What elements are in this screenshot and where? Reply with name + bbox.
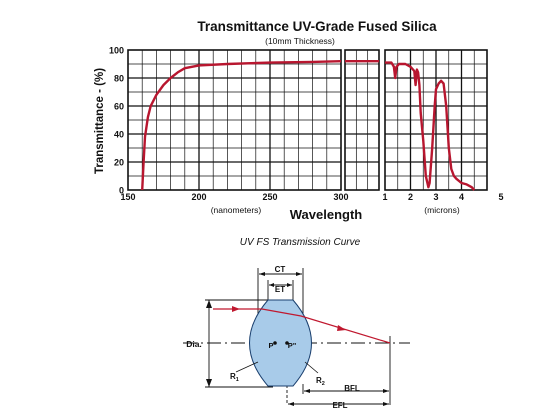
chart-subtitle: (10mm Thickness) <box>265 36 335 46</box>
plot-panel-vis <box>344 49 380 191</box>
ray-arrow-in <box>232 306 240 312</box>
ray-arrow-out <box>337 325 346 331</box>
y-tick-label: 20 <box>114 158 124 168</box>
plot-panel-ir <box>384 49 488 191</box>
panel-frame <box>127 49 342 191</box>
x-axis-label: Wavelength <box>290 207 363 222</box>
r2-label-sub: 2 <box>322 381 325 387</box>
dimension-arrowheads <box>259 272 389 406</box>
efl-label: EFL <box>332 401 347 410</box>
x-tick-label: 200 <box>191 192 206 202</box>
r1-label: R1 <box>230 372 239 383</box>
figure-caption: UV FS Transmission Curve <box>240 237 361 248</box>
ct-label: CT <box>275 265 286 274</box>
p-prime-label: P" <box>288 341 297 350</box>
dia-label: Dia. <box>186 339 202 349</box>
dia-arrow-bottom <box>206 379 212 387</box>
principal-point-p-prime <box>285 341 289 345</box>
lens-body <box>249 299 312 387</box>
r2-label: R2 <box>316 376 325 387</box>
y-tick-label: 100 <box>109 46 124 56</box>
y-axis-label: Transmittance - (%) <box>94 68 106 174</box>
x-tick-label: 5 <box>498 192 503 202</box>
x-unit-label-microns: (microns) <box>424 205 460 215</box>
x-tick-label: 150 <box>120 192 135 202</box>
lens-diagram <box>183 268 410 405</box>
dia-arrow-top <box>206 300 212 308</box>
y-tick-label: 60 <box>114 102 124 112</box>
principal-point-p <box>273 341 277 345</box>
chart-title: Transmittance UV-Grade Fused Silica <box>197 19 437 34</box>
y-tick-label: 80 <box>114 74 124 84</box>
y-tick-label: 40 <box>114 130 124 140</box>
x-tick-label: 4 <box>459 192 464 202</box>
panel-frame <box>344 49 380 191</box>
r2-label-main: R <box>316 376 322 385</box>
bfl-label: BFL <box>344 384 360 393</box>
et-label: ET <box>275 285 285 294</box>
y-tick-label: 0 <box>119 186 124 196</box>
x-tick-label: 1 <box>382 192 387 202</box>
plot-panel-uv <box>127 49 342 191</box>
transmission-curve-ir <box>385 61 476 191</box>
p-label: P <box>268 341 273 350</box>
x-tick-labels: 150 200 250 300 1 2 3 4 5 <box>120 192 503 202</box>
r1-leader <box>235 361 259 373</box>
x-tick-label: 2 <box>408 192 413 202</box>
x-tick-label: 3 <box>433 192 438 202</box>
x-unit-label-nanometers: (nanometers) <box>211 205 262 215</box>
transmission-curve-uv <box>141 60 342 191</box>
x-tick-label: 300 <box>333 192 348 202</box>
r1-label-main: R <box>230 372 236 381</box>
panel-frame <box>384 49 488 191</box>
x-tick-label: 250 <box>262 192 277 202</box>
y-tick-labels: 0 20 40 60 80 100 <box>109 46 124 196</box>
r2-leader <box>304 361 319 374</box>
r1-label-sub: 1 <box>236 377 239 383</box>
